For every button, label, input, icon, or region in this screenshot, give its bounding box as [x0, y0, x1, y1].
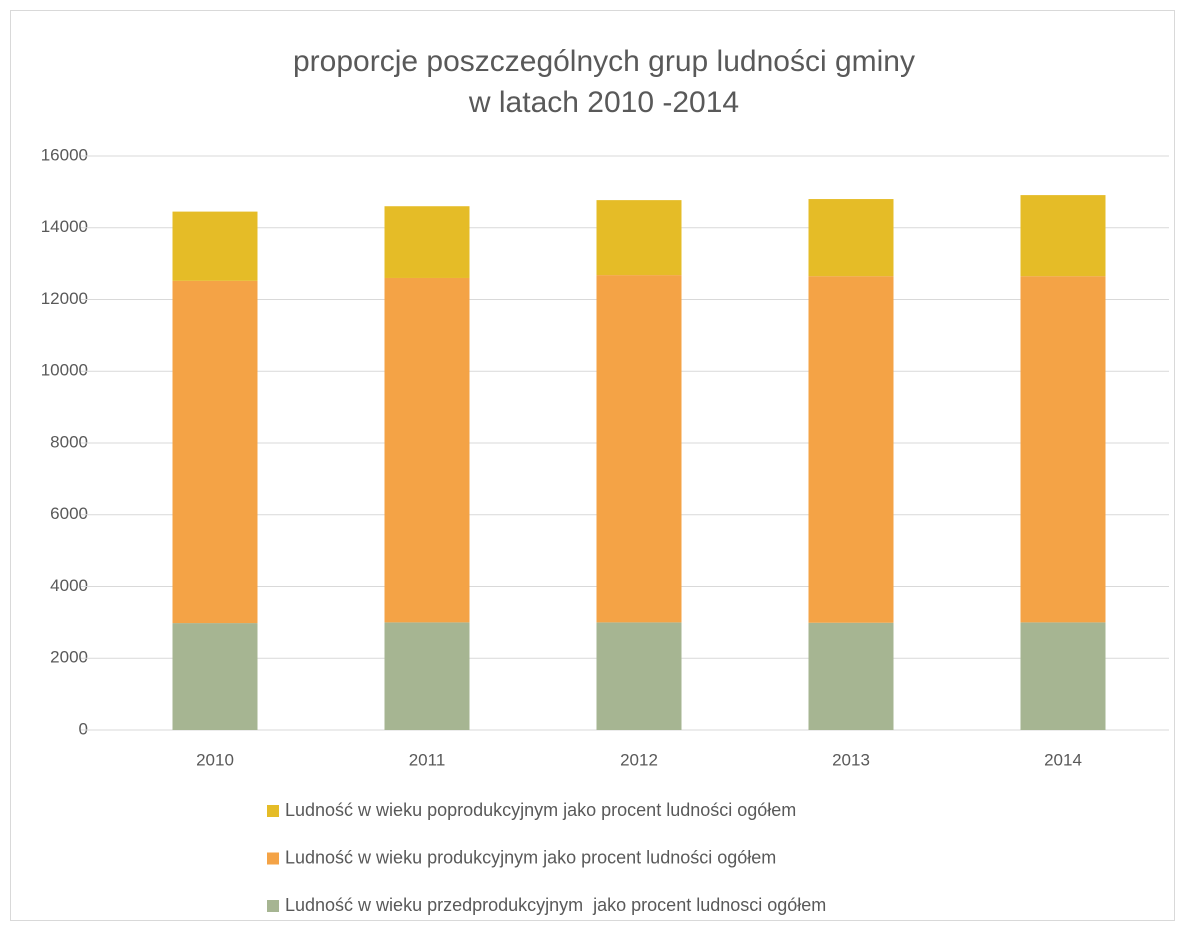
bar-segment [1020, 622, 1106, 730]
legend-label: Ludność w wieku produkcyjnym jako procen… [285, 847, 776, 867]
y-tick-label: 6000 [50, 504, 88, 523]
bar-segment [808, 276, 894, 623]
x-tick-label: 2014 [1044, 750, 1082, 769]
y-tick-label: 8000 [50, 432, 88, 451]
legend-swatch [267, 805, 279, 817]
bar-segment [596, 622, 682, 730]
bar-segment [808, 622, 894, 730]
bar-segment [1020, 195, 1106, 277]
x-tick-label: 2012 [620, 750, 658, 769]
bar-segment [172, 280, 258, 624]
y-tick-label: 4000 [50, 576, 88, 595]
y-tick-label: 16000 [41, 145, 88, 164]
y-tick-label: 0 [79, 719, 88, 738]
legend-label: Ludność w wieku przedprodukcyjnym jako p… [285, 895, 826, 915]
bar-segment [384, 206, 470, 278]
bar-segment [808, 199, 894, 277]
bar-segment [1020, 276, 1106, 623]
y-tick-label: 12000 [41, 289, 88, 308]
chart-title: w latach 2010 -2014 [468, 86, 739, 119]
legend-swatch [267, 852, 279, 865]
x-tick-label: 2011 [409, 750, 446, 769]
bar-segment [172, 623, 258, 730]
bar-segment [596, 200, 682, 276]
bar-segment [596, 275, 682, 623]
y-tick-label: 2000 [50, 648, 88, 667]
x-tick-label: 2013 [832, 750, 870, 769]
x-tick-label: 2010 [196, 750, 234, 769]
bar-segment [172, 211, 258, 281]
y-tick-label: 14000 [41, 217, 88, 236]
y-tick-label: 10000 [41, 361, 88, 380]
bar-segment [384, 622, 470, 730]
legend-label: Ludność w wieku poprodukcyjnym jako proc… [285, 800, 796, 820]
legend-swatch [267, 900, 279, 912]
bar-segment [384, 277, 470, 623]
chart-title: proporcje poszczególnych grup ludności g… [293, 45, 915, 78]
